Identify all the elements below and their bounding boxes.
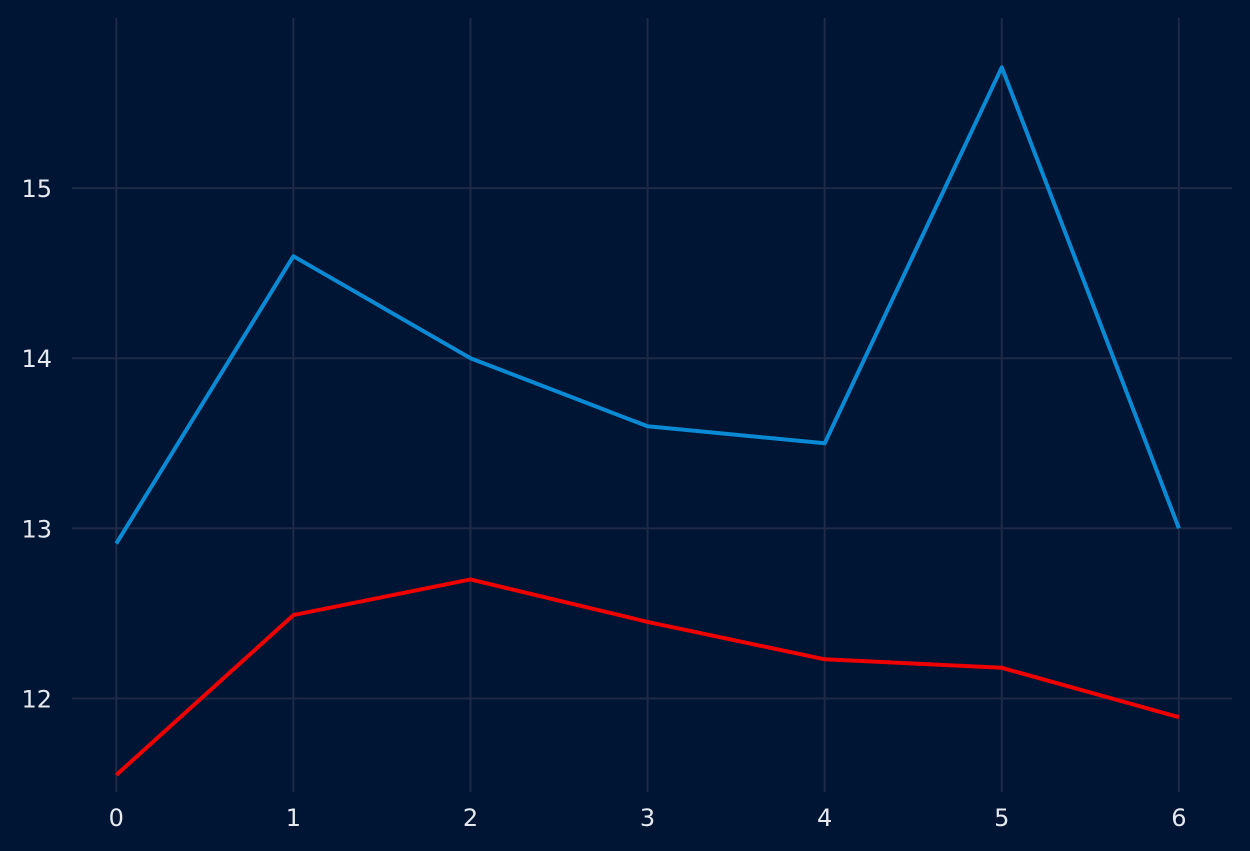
- series-line-1: [114, 65, 1181, 545]
- series-line-2: [114, 577, 1180, 777]
- grid: [72, 18, 1232, 792]
- y-tick-label: 12: [21, 685, 52, 713]
- x-tick-label: 0: [109, 804, 124, 832]
- x-tick-label: 6: [1171, 804, 1186, 832]
- y-tick-label: 13: [21, 515, 52, 543]
- y-tick-label: 14: [21, 345, 52, 373]
- x-tick-label: 4: [817, 804, 832, 832]
- x-tick-label: 1: [286, 804, 301, 832]
- x-axis-ticks: 0 1 2 3 4 5 6: [109, 804, 1187, 832]
- series-layer: [114, 65, 1181, 777]
- x-tick-label: 5: [994, 804, 1009, 832]
- y-axis-ticks: 12 13 14 15: [21, 175, 52, 713]
- x-tick-label: 2: [463, 804, 478, 832]
- x-tick-label: 3: [640, 804, 655, 832]
- y-tick-label: 15: [21, 175, 52, 203]
